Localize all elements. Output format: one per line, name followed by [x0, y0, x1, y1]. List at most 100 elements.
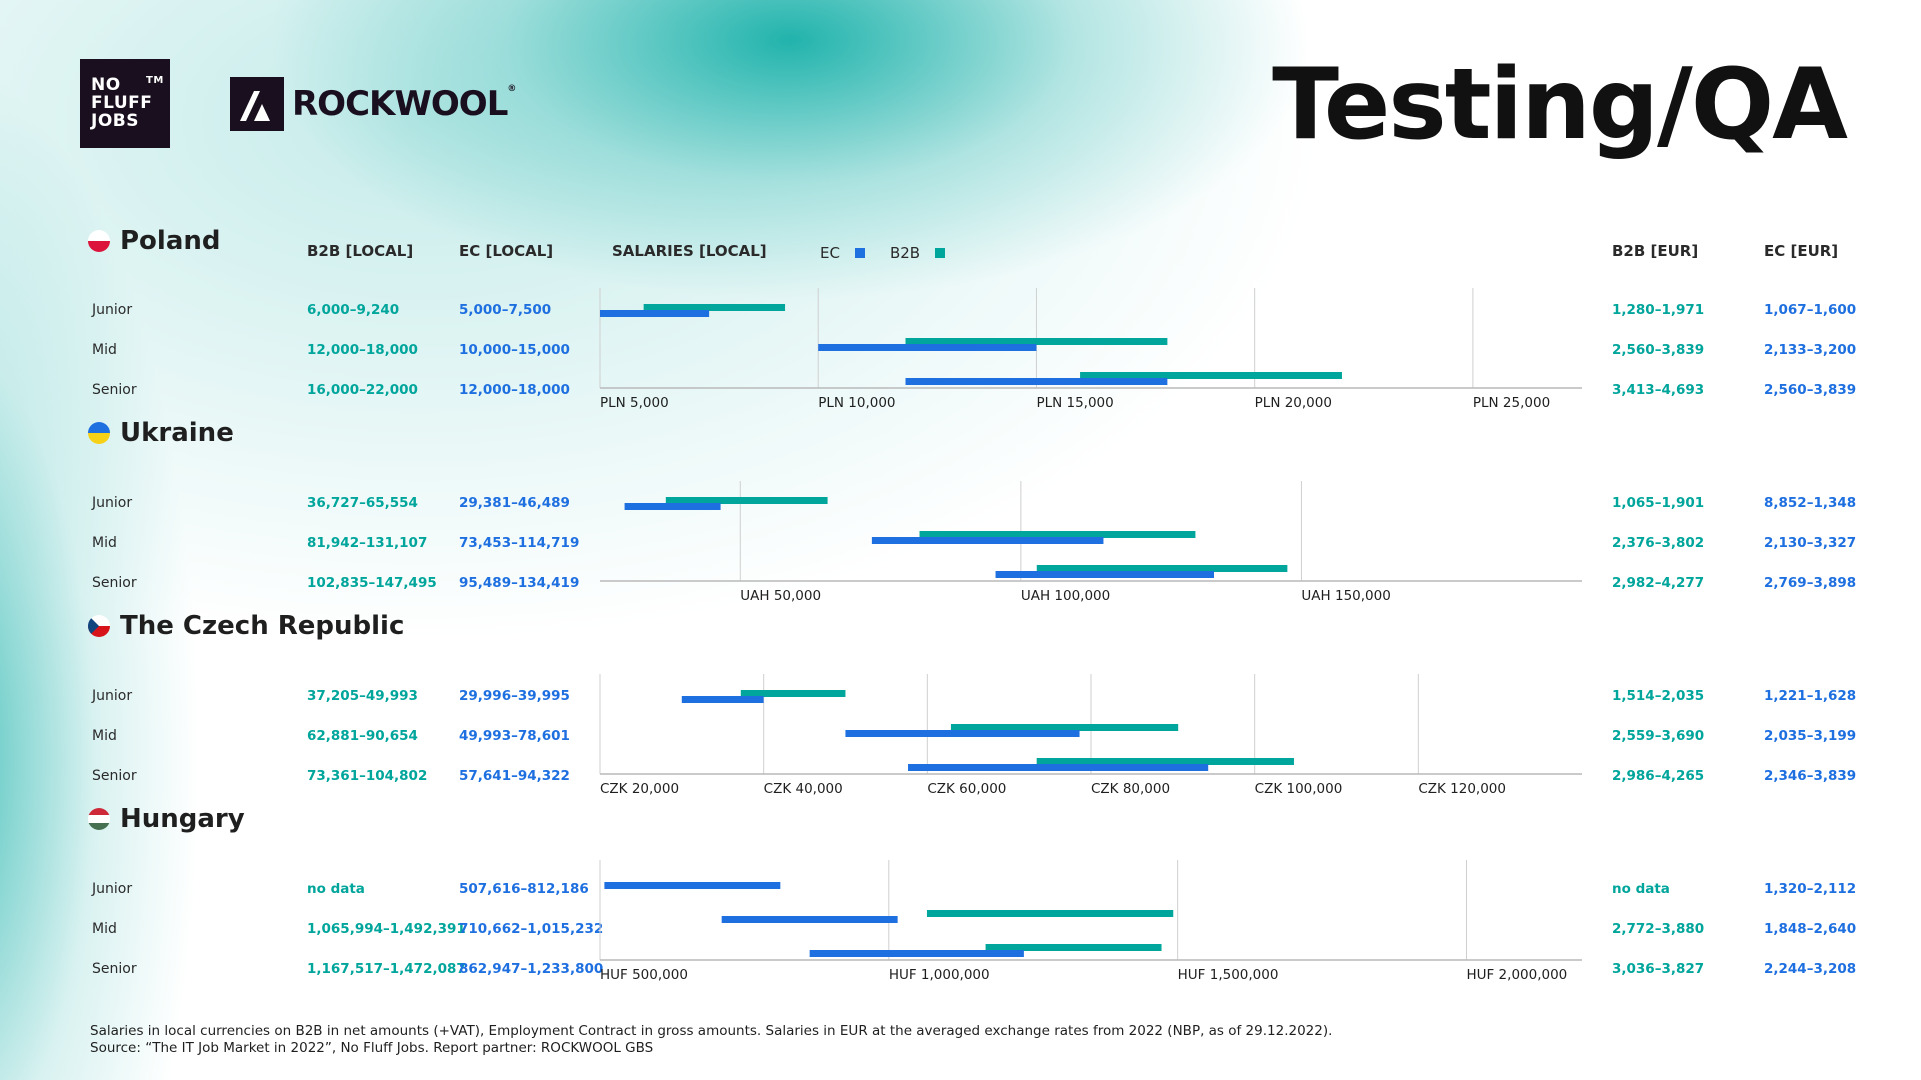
ec-bar — [809, 950, 1024, 957]
ec-bar — [905, 378, 1168, 385]
tick-label: CZK 40,000 — [764, 781, 843, 797]
ec-eur-value: 8,852–1,348 — [1764, 495, 1857, 511]
tick-label: HUF 2,000,000 — [1466, 967, 1567, 983]
b2b-local-value: 37,205–49,993 — [307, 688, 418, 704]
chart-ukraine: UAH 50,000 UAH 100,000 UAH 150,000 — [600, 481, 1582, 604]
ec-local-value: 29,381–46,489 — [459, 495, 570, 511]
tick-label: CZK 120,000 — [1418, 781, 1506, 797]
country-heading-poland: Poland — [88, 226, 221, 256]
row-label: Mid — [92, 921, 117, 937]
rockwool-mark-icon — [230, 77, 284, 131]
czech-flag-icon — [88, 615, 110, 637]
ec-local-value: 10,000–15,000 — [459, 342, 570, 358]
b2b-eur-value: 2,376–3,802 — [1612, 535, 1705, 551]
legend-ec-swatch — [854, 248, 865, 258]
ec-local-value: 710,662–1,015,232 — [459, 921, 604, 937]
rockwool-logo: ROCKWOOL® — [230, 76, 516, 132]
ec-bar — [995, 571, 1214, 578]
country-heading-hungary: Hungary — [88, 804, 245, 834]
tick-label: PLN 20,000 — [1255, 395, 1332, 411]
b2b-local-value: 1,065,994–1,492,391 — [307, 921, 466, 937]
ec-local-value: 95,489–134,419 — [459, 575, 580, 591]
header-b2b-local: B2B [LOCAL] — [307, 242, 414, 260]
hungary-flag-icon — [88, 808, 110, 830]
ec-local-value: 73,453–114,719 — [459, 535, 580, 551]
ec-bar — [721, 916, 898, 923]
ec-bar — [818, 344, 1037, 351]
row-label: Junior — [92, 495, 133, 511]
header-ec-eur: EC [EUR] — [1764, 242, 1839, 260]
ec-eur-value: 1,848–2,640 — [1764, 921, 1857, 937]
ec-local-value: 5,000–7,500 — [459, 302, 552, 318]
b2b-local-value: no data — [307, 881, 365, 897]
b2b-local-value: 36,727–65,554 — [307, 495, 418, 511]
b2b-bar — [1036, 565, 1288, 572]
tick-label: PLN 10,000 — [818, 395, 895, 411]
b2b-eur-value: 2,559–3,690 — [1612, 728, 1705, 744]
row-label: Junior — [92, 881, 133, 897]
b2b-eur-value: 3,036–3,827 — [1612, 961, 1705, 977]
ec-bar — [600, 310, 710, 317]
ec-local-value: 12,000–18,000 — [459, 382, 570, 398]
b2b-bar — [905, 338, 1168, 345]
country-heading-ukraine: Ukraine — [88, 418, 234, 448]
row-label: Mid — [92, 342, 117, 358]
row-label: Senior — [92, 382, 137, 398]
b2b-bar — [665, 497, 828, 504]
ec-bar — [604, 882, 781, 889]
ec-eur-value: 1,221–1,628 — [1764, 688, 1857, 704]
b2b-local-value: 62,881–90,654 — [307, 728, 418, 744]
b2b-eur-value: 2,982–4,277 — [1612, 575, 1705, 591]
row-label: Senior — [92, 961, 137, 977]
b2b-bar — [643, 304, 786, 311]
ec-bar — [871, 537, 1104, 544]
poland-flag-icon — [88, 230, 110, 252]
tick-label: PLN 25,000 — [1473, 395, 1550, 411]
chart-czech-republic: CZK 20,000 CZK 40,000 CZK 60,000 CZK 80,000… — [599, 674, 1582, 797]
b2b-bar — [985, 944, 1162, 951]
ec-eur-value: 2,133–3,200 — [1764, 342, 1857, 358]
ec-eur-value: 2,130–3,327 — [1764, 535, 1857, 551]
tick-label: PLN 5,000 — [600, 395, 669, 411]
footnote: Salaries in local currencies on B2B in n… — [90, 1023, 1333, 1056]
b2b-eur-value: 1,280–1,971 — [1612, 302, 1705, 318]
row-label: Senior — [92, 768, 137, 784]
b2b-local-value: 6,000–9,240 — [307, 302, 400, 318]
tick-label: UAH 100,000 — [1021, 588, 1110, 604]
row-label: Senior — [92, 575, 137, 591]
chart-legend: EC B2B — [820, 244, 946, 262]
legend-b2b-label: B2B — [889, 244, 921, 262]
ec-eur-value: 2,560–3,839 — [1764, 382, 1857, 398]
b2b-bar — [950, 724, 1179, 731]
row-label: Mid — [92, 535, 117, 551]
b2b-bar — [740, 690, 846, 697]
tick-label: HUF 500,000 — [600, 967, 688, 983]
row-label: Junior — [92, 688, 133, 704]
b2b-eur-value: 2,986–4,265 — [1612, 768, 1705, 784]
ec-bar — [624, 503, 721, 510]
tick-label: HUF 1,500,000 — [1178, 967, 1279, 983]
tick-label: UAH 150,000 — [1301, 588, 1390, 604]
ec-eur-value: 2,244–3,208 — [1764, 961, 1857, 977]
b2b-bar — [926, 910, 1174, 917]
header-b2b-eur: B2B [EUR] — [1612, 242, 1699, 260]
ec-local-value: 57,641–94,322 — [459, 768, 570, 784]
b2b-local-value: 1,167,517–1,472,087 — [307, 961, 466, 977]
header-ec-local: EC [LOCAL] — [459, 242, 554, 260]
ec-eur-value: 1,320–2,112 — [1764, 881, 1857, 897]
b2b-eur-value: no data — [1612, 881, 1670, 897]
legend-b2b-swatch — [935, 248, 946, 258]
b2b-bar — [1080, 372, 1342, 379]
b2b-eur-value: 2,560–3,839 — [1612, 342, 1705, 358]
row-label: Junior — [92, 302, 133, 318]
tick-label: CZK 100,000 — [1255, 781, 1343, 797]
row-label: Mid — [92, 728, 117, 744]
b2b-local-value: 73,361–104,802 — [307, 768, 428, 784]
ec-local-value: 29,996–39,995 — [459, 688, 570, 704]
country-heading-czech-republic: The Czech Republic — [88, 611, 404, 641]
ec-eur-value: 2,769–3,898 — [1764, 575, 1857, 591]
tick-label: CZK 80,000 — [1091, 781, 1170, 797]
b2b-eur-value: 1,065–1,901 — [1612, 495, 1705, 511]
b2b-local-value: 102,835–147,495 — [307, 575, 437, 591]
b2b-local-value: 12,000–18,000 — [307, 342, 418, 358]
